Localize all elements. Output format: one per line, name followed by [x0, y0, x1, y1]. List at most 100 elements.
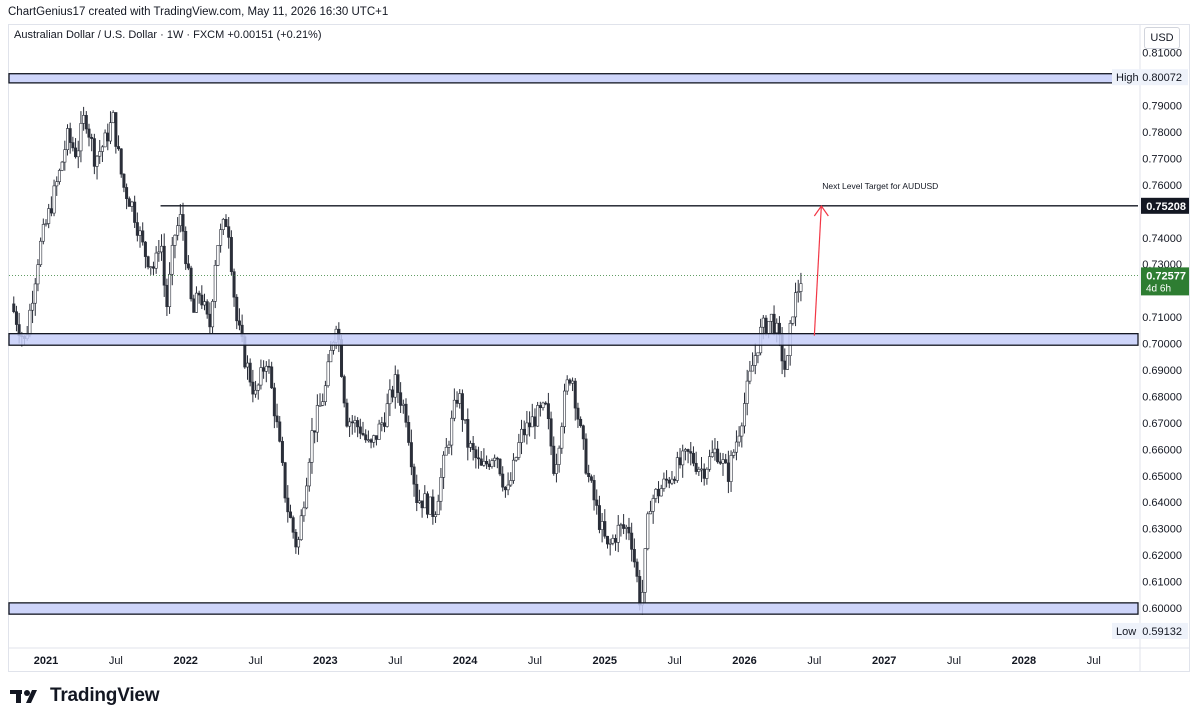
- candle-body: [41, 224, 45, 242]
- time-axis[interactable]: 2021 Jul 2022 Jul 2023 Jul 2024 Jul 2025 Jul 2026 J…: [8, 647, 1190, 667]
- candle: [511, 453, 515, 484]
- candle-body: [597, 505, 601, 530]
- candle: [227, 217, 231, 249]
- candle: [57, 168, 61, 185]
- candle-body: [267, 365, 271, 368]
- candle: [651, 494, 655, 524]
- candle-body: [729, 455, 733, 482]
- candle-body: [321, 401, 325, 406]
- candle-body: [176, 225, 180, 236]
- price-tick-label: 0.64000: [1142, 497, 1182, 509]
- candle: [396, 369, 400, 404]
- candle: [544, 401, 548, 406]
- candle: [434, 511, 438, 523]
- candle-body: [165, 284, 169, 308]
- candle-body: [565, 379, 569, 392]
- candle-body: [657, 488, 661, 497]
- tradingview-logo[interactable]: TradingView: [10, 685, 160, 707]
- target-price-badge: 0.75208: [1141, 197, 1189, 214]
- month-tick-label: Jul: [388, 655, 402, 667]
- candle-body: [643, 548, 647, 593]
- candle-body: [450, 417, 454, 446]
- candle-body: [700, 468, 704, 471]
- candle: [501, 466, 505, 492]
- candle-body: [791, 316, 795, 324]
- candle: [358, 418, 362, 440]
- month-tick-label: Jul: [528, 655, 542, 667]
- price-axis[interactable]: 0.81000 0.79000 0.78000 0.77000 0.76000 0.740…: [1112, 24, 1189, 672]
- price-tick-label: 0.66000: [1142, 444, 1182, 456]
- symbol-info: Australian Dollar / U.S. Dollar · 1W · F…: [14, 29, 322, 41]
- candle-body: [546, 403, 550, 420]
- candle: [197, 290, 201, 304]
- candle: [270, 361, 274, 389]
- candle-body: [170, 245, 174, 275]
- candle: [439, 467, 443, 511]
- candle-body: [125, 187, 129, 200]
- candle-body: [654, 488, 658, 499]
- candle: [764, 315, 768, 336]
- candle: [350, 415, 354, 435]
- candle-body: [404, 403, 408, 423]
- candle: [203, 293, 207, 311]
- candle: [756, 352, 760, 364]
- price-tick-label: 0.79000: [1142, 101, 1182, 113]
- candle-body: [100, 146, 104, 152]
- candle: [141, 222, 145, 246]
- candle-body: [154, 252, 158, 269]
- candle: [694, 451, 698, 475]
- candle-body: [98, 151, 102, 157]
- candle-body: [487, 463, 491, 467]
- candle-body: [33, 283, 37, 304]
- candle: [173, 234, 177, 259]
- candle: [165, 278, 169, 316]
- candle: [189, 265, 193, 302]
- candle-body: [55, 181, 59, 187]
- candle-body: [667, 479, 671, 484]
- candle-body: [318, 405, 322, 407]
- candle-body: [785, 355, 789, 370]
- candle-body: [364, 434, 368, 441]
- candle: [254, 380, 258, 398]
- candle-body: [468, 443, 472, 448]
- candle: [627, 517, 631, 541]
- candle: [729, 450, 733, 492]
- candle-body: [705, 468, 709, 479]
- candle: [364, 429, 368, 443]
- candle-body: [178, 214, 182, 226]
- candle-body: [143, 241, 147, 257]
- candle-body: [407, 422, 411, 443]
- candle-body: [103, 132, 107, 148]
- candle-body: [307, 461, 311, 487]
- candle: [28, 303, 32, 338]
- candle-body: [262, 367, 266, 372]
- candle-body: [769, 313, 773, 322]
- target-arrow: [813, 205, 822, 336]
- candle-body: [297, 539, 301, 548]
- candle-body: [283, 462, 287, 499]
- candle: [291, 515, 295, 539]
- candle-body: [536, 405, 540, 427]
- candle: [522, 420, 526, 443]
- candle: [589, 474, 593, 483]
- currency-button[interactable]: USD: [1144, 27, 1180, 49]
- month-tick-label: Jul: [668, 655, 682, 667]
- candle: [705, 467, 709, 485]
- candle-body: [329, 350, 333, 363]
- candle: [399, 382, 403, 414]
- candle: [675, 451, 679, 483]
- candle-body: [751, 365, 755, 372]
- candle-body: [235, 296, 239, 322]
- candle: [74, 138, 78, 159]
- candle: [584, 433, 588, 475]
- candle: [108, 111, 112, 145]
- candle: [463, 419, 467, 424]
- candle: [608, 538, 612, 556]
- year-tick-label: 2025: [593, 655, 617, 667]
- candle: [345, 398, 349, 428]
- candle: [734, 430, 738, 461]
- candle: [726, 450, 730, 494]
- candle-body: [761, 317, 765, 328]
- candle: [111, 110, 115, 124]
